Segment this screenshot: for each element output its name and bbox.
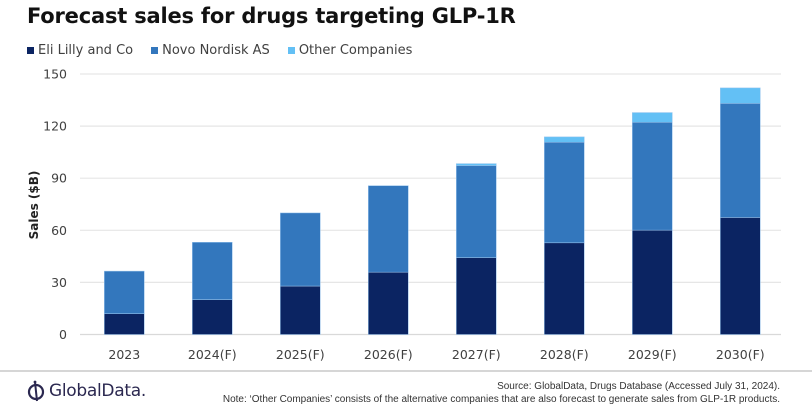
- bar-eli-lilly-and-co-2029(F): [632, 229, 673, 335]
- bar-eli-lilly-and-co-2024(F): [192, 299, 233, 335]
- legend-item-eli-lilly: Eli Lilly and Co: [27, 43, 133, 58]
- bar-eli-lilly-and-co-2025(F): [280, 285, 321, 335]
- y-tick-label: 30: [51, 275, 67, 290]
- x-tick-label: 2025(F): [276, 347, 325, 362]
- bar-novo-nordisk-as-2028(F): [544, 142, 585, 244]
- x-tick-label: 2028(F): [540, 347, 589, 362]
- x-tick-label: 2026(F): [364, 347, 413, 362]
- x-tick-label: 2027(F): [452, 347, 501, 362]
- legend-item-other-companies: Other Companies: [287, 43, 413, 58]
- bar-other-companies-2030(F): [720, 87, 761, 104]
- globaldata-logo: GlobalData.: [27, 380, 146, 402]
- x-tick-label: 2029(F): [628, 347, 677, 362]
- bar-stack-2030(F): [720, 87, 761, 335]
- bar-novo-nordisk-as-2025(F): [280, 212, 321, 287]
- legend-label-eli-lilly: Eli Lilly and Co: [38, 43, 134, 58]
- x-tick-label: 2024(F): [188, 347, 237, 362]
- chart-title: Forecast sales for drugs targeting GLP-1…: [27, 4, 516, 28]
- x-tick-label: 2023: [108, 347, 140, 362]
- bar-stack-2029(F): [632, 112, 673, 335]
- bar-novo-nordisk-as-2027(F): [456, 165, 497, 258]
- y-tick-label: 0: [59, 327, 67, 342]
- x-tick-label: 2030(F): [716, 347, 765, 362]
- legend-swatch-other-companies: [287, 47, 295, 54]
- legend-swatch-novo-nordisk: [151, 47, 159, 54]
- gridlines: [80, 73, 781, 336]
- bar-stack-2023: [104, 270, 145, 335]
- bar-stack-2028(F): [544, 136, 585, 335]
- footer-divider: [0, 370, 812, 372]
- legend-item-novo-nordisk: Novo Nordisk AS: [151, 43, 270, 58]
- bar-other-companies-2028(F): [544, 136, 585, 143]
- note-text: Note: ‘Other Companies’ consists of the …: [222, 394, 780, 405]
- bar-eli-lilly-and-co-2027(F): [456, 257, 497, 335]
- x-tick-labels: 2023 2024(F) 2025(F) 2026(F) 2027(F) 2028(F) 2…: [108, 347, 764, 362]
- y-tick-labels: 0 30 60 90 120 150: [43, 67, 67, 343]
- bar-eli-lilly-and-co-2030(F): [720, 217, 761, 335]
- y-tick-label: 90: [51, 171, 67, 186]
- bar-novo-nordisk-as-2026(F): [368, 185, 409, 273]
- bar-stack-2025(F): [280, 212, 321, 335]
- bar-eli-lilly-and-co-2026(F): [368, 271, 409, 335]
- bar-other-companies-2027(F): [456, 163, 497, 166]
- y-tick-label: 60: [51, 223, 67, 238]
- bars: [104, 87, 761, 335]
- bar-stack-2026(F): [368, 185, 409, 335]
- legend-swatch-eli-lilly: [27, 47, 34, 54]
- y-tick-label: 150: [43, 67, 67, 82]
- y-tick-label: 120: [43, 119, 67, 134]
- bar-stack-2024(F): [192, 242, 233, 335]
- chart-legend: Eli Lilly and Co Novo Nordisk AS Other C…: [27, 43, 412, 58]
- bar-novo-nordisk-as-2024(F): [192, 242, 233, 300]
- bar-novo-nordisk-as-2029(F): [632, 122, 673, 231]
- bar-stack-2027(F): [456, 163, 497, 335]
- globaldata-logo-text: GlobalData.: [49, 381, 146, 401]
- bar-other-companies-2029(F): [632, 112, 673, 123]
- globaldata-logo-icon: [27, 380, 45, 402]
- y-axis-title: Sales ($B): [27, 171, 41, 240]
- bar-eli-lilly-and-co-2023: [104, 313, 145, 335]
- legend-label-novo-nordisk: Novo Nordisk AS: [162, 43, 270, 58]
- legend-label-other-companies: Other Companies: [298, 43, 413, 58]
- bar-eli-lilly-and-co-2028(F): [544, 242, 585, 335]
- source-text: Source: GlobalData, Drugs Database (Acce…: [497, 381, 780, 392]
- bar-novo-nordisk-as-2023: [104, 270, 145, 314]
- bar-novo-nordisk-as-2030(F): [720, 103, 761, 218]
